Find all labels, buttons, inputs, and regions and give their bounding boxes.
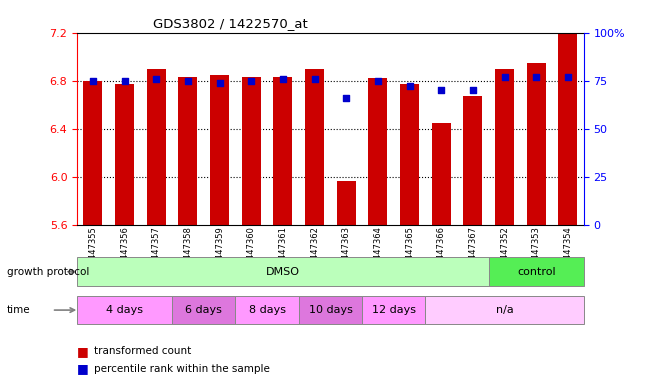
Point [436, 87, 447, 93]
Point [404, 83, 415, 89]
Bar [115, 84, 134, 225]
Point [531, 74, 541, 80]
Bar [431, 122, 451, 225]
Point [246, 78, 257, 84]
Point [278, 76, 289, 82]
Text: ■: ■ [77, 345, 89, 358]
Bar [368, 78, 387, 225]
Bar [242, 77, 261, 225]
Point [499, 74, 510, 80]
Bar [305, 69, 324, 225]
Bar [527, 63, 546, 225]
Text: 8 days: 8 days [249, 305, 286, 315]
Bar [178, 77, 197, 225]
Text: 10 days: 10 days [309, 305, 352, 315]
Text: n/a: n/a [496, 305, 513, 315]
Bar [495, 69, 514, 225]
Point [214, 79, 225, 86]
Text: DMSO: DMSO [266, 266, 300, 277]
Point [372, 78, 383, 84]
Text: time: time [7, 305, 30, 315]
Bar [400, 84, 419, 225]
Bar [337, 182, 356, 225]
Bar [83, 81, 103, 225]
Bar [147, 69, 166, 225]
Point [151, 76, 162, 82]
Text: 6 days: 6 days [185, 305, 222, 315]
Bar [558, 33, 578, 225]
Bar [464, 96, 482, 225]
Point [341, 95, 352, 101]
Text: control: control [517, 266, 556, 277]
Text: transformed count: transformed count [94, 346, 191, 356]
Bar [210, 74, 229, 225]
Text: ■: ■ [77, 362, 89, 375]
Point [88, 78, 99, 84]
Text: growth protocol: growth protocol [7, 266, 89, 277]
Point [468, 87, 478, 93]
Point [183, 78, 193, 84]
Text: 4 days: 4 days [106, 305, 143, 315]
Text: GDS3802 / 1422570_at: GDS3802 / 1422570_at [153, 17, 308, 30]
Point [119, 78, 130, 84]
Point [562, 74, 573, 80]
Text: percentile rank within the sample: percentile rank within the sample [94, 364, 270, 374]
Point [309, 76, 320, 82]
Bar [274, 77, 293, 225]
Text: 12 days: 12 days [372, 305, 416, 315]
